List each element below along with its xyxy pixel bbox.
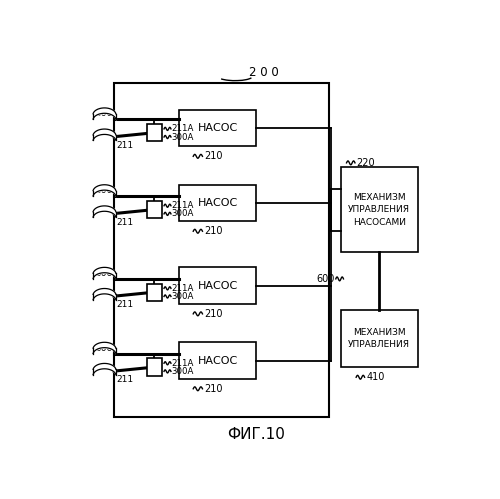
Text: 210: 210 [204, 309, 223, 319]
Text: НАСОС: НАСОС [198, 123, 238, 133]
Text: 300А: 300А [172, 133, 194, 142]
Bar [341, 168, 417, 252]
Text: 211А: 211А [172, 201, 194, 210]
Text: МЕХАНИЗМ
УПРАВЛЕНИЯ: МЕХАНИЗМ УПРАВЛЕНИЯ [348, 328, 410, 349]
Text: НАСОС: НАСОС [198, 280, 238, 290]
Bar [114, 83, 330, 417]
Text: 500: 500 [95, 186, 112, 195]
Text: 211: 211 [116, 300, 133, 309]
Bar [341, 309, 417, 367]
Text: 300А: 300А [172, 292, 194, 301]
Text: 300А: 300А [172, 367, 194, 376]
Bar [180, 267, 256, 304]
Text: 500: 500 [95, 343, 112, 353]
Text: 410: 410 [366, 372, 384, 382]
Bar [180, 110, 256, 146]
Text: 210: 210 [204, 151, 223, 161]
Text: 211А: 211А [172, 284, 194, 293]
Bar [180, 185, 256, 221]
Bar [146, 124, 162, 141]
Text: 500: 500 [95, 109, 112, 118]
Text: МЕХАНИЗМ
УПРАВЛЕНИЯ
НАСОСАМИ: МЕХАНИЗМ УПРАВЛЕНИЯ НАСОСАМИ [348, 193, 410, 227]
Text: 300А: 300А [172, 210, 194, 219]
Text: НАСОС: НАСОС [198, 198, 238, 208]
Bar [180, 342, 256, 379]
Text: 211: 211 [116, 218, 133, 227]
Text: 500: 500 [95, 268, 112, 277]
Bar [146, 358, 162, 376]
Text: НАСОС: НАСОС [198, 356, 238, 366]
Text: 220: 220 [356, 158, 375, 168]
Bar [146, 201, 162, 218]
Text: 211А: 211А [172, 359, 194, 368]
Bar [146, 283, 162, 301]
Text: 210: 210 [204, 226, 223, 236]
Text: 2 0 0: 2 0 0 [249, 66, 279, 79]
Text: 211: 211 [116, 375, 133, 384]
Text: 211: 211 [116, 141, 133, 150]
Text: 600: 600 [316, 274, 335, 284]
Text: ФИГ.10: ФИГ.10 [228, 427, 285, 442]
Text: 211А: 211А [172, 124, 194, 133]
Text: 210: 210 [204, 384, 223, 394]
